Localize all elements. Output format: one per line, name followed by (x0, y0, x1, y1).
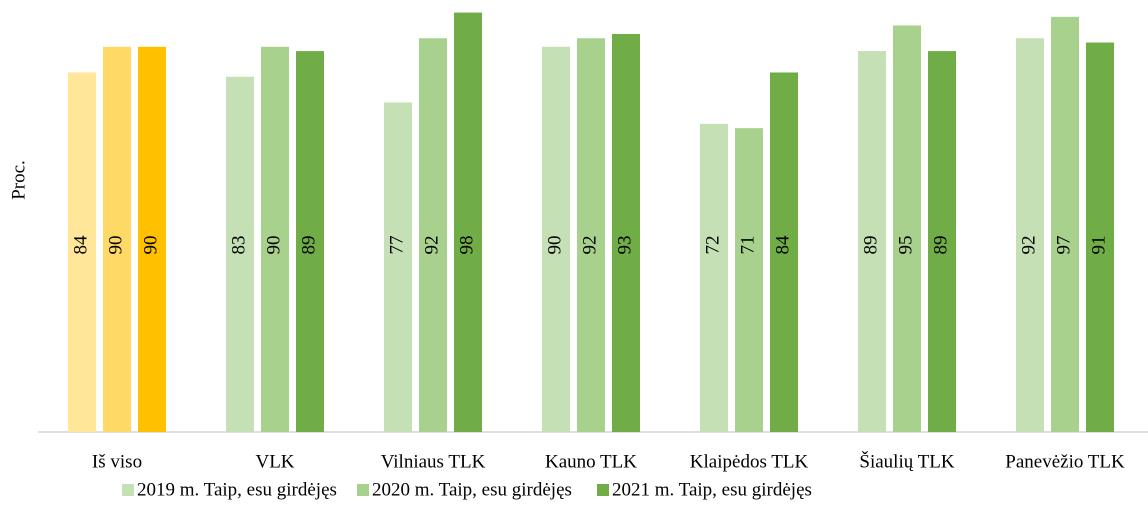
bar (261, 46, 289, 433)
legend-swatch (357, 484, 369, 496)
legend-label: 2020 m. Taip, esu girdėjęs (372, 479, 572, 500)
data-label: 92 (421, 236, 442, 255)
legend-label: 2021 m. Taip, esu girdėjęs (612, 479, 812, 500)
data-label: 89 (930, 236, 951, 255)
bar (68, 72, 96, 432)
bar (735, 128, 763, 432)
bar (1051, 16, 1079, 433)
legend-label: 2019 m. Taip, esu girdėjęs (137, 479, 337, 500)
x-tick-label: Kauno TLK (545, 451, 637, 472)
bar (928, 51, 956, 433)
data-label: 98 (456, 236, 477, 255)
data-label: 90 (544, 236, 565, 255)
legend-swatch (122, 484, 134, 496)
bar (577, 38, 605, 433)
bar (454, 12, 482, 433)
x-tick-label: Iš viso (92, 451, 142, 472)
bar (612, 33, 640, 433)
data-label: 92 (579, 236, 600, 255)
data-label: 77 (386, 236, 407, 255)
x-tick-label: Panevėžio TLK (1005, 451, 1125, 472)
bar (770, 72, 798, 432)
data-label: 84 (772, 235, 793, 255)
data-label: 90 (263, 236, 284, 255)
bar (296, 51, 324, 433)
data-label: 90 (140, 236, 161, 255)
bar (858, 51, 886, 433)
bar (1016, 38, 1044, 433)
data-label: 84 (70, 235, 91, 255)
x-tick-label: VLK (255, 451, 294, 472)
bar (893, 25, 921, 433)
data-label: 72 (702, 236, 723, 255)
x-tick-label: Klaipėdos TLK (690, 451, 809, 472)
y-axis-label: Proc. (8, 160, 29, 200)
data-label: 90 (105, 236, 126, 255)
x-tick-label: Vilniaus TLK (381, 451, 486, 472)
bar (138, 46, 166, 433)
data-label: 83 (228, 236, 249, 255)
bar (103, 46, 131, 433)
data-label: 93 (614, 236, 635, 255)
data-label: 95 (895, 236, 916, 255)
x-tick-label: Šiaulių TLK (859, 450, 954, 472)
legend-swatch (597, 484, 609, 496)
bar (226, 76, 254, 432)
data-label: 89 (298, 236, 319, 255)
bar (700, 123, 728, 432)
data-label: 92 (1018, 236, 1039, 255)
bar (419, 38, 447, 433)
data-label: 89 (860, 236, 881, 255)
bar (384, 102, 412, 432)
data-label: 91 (1088, 236, 1109, 255)
data-label: 97 (1053, 236, 1074, 255)
bar (1086, 42, 1114, 433)
data-label: 71 (737, 236, 758, 255)
bar (542, 46, 570, 433)
